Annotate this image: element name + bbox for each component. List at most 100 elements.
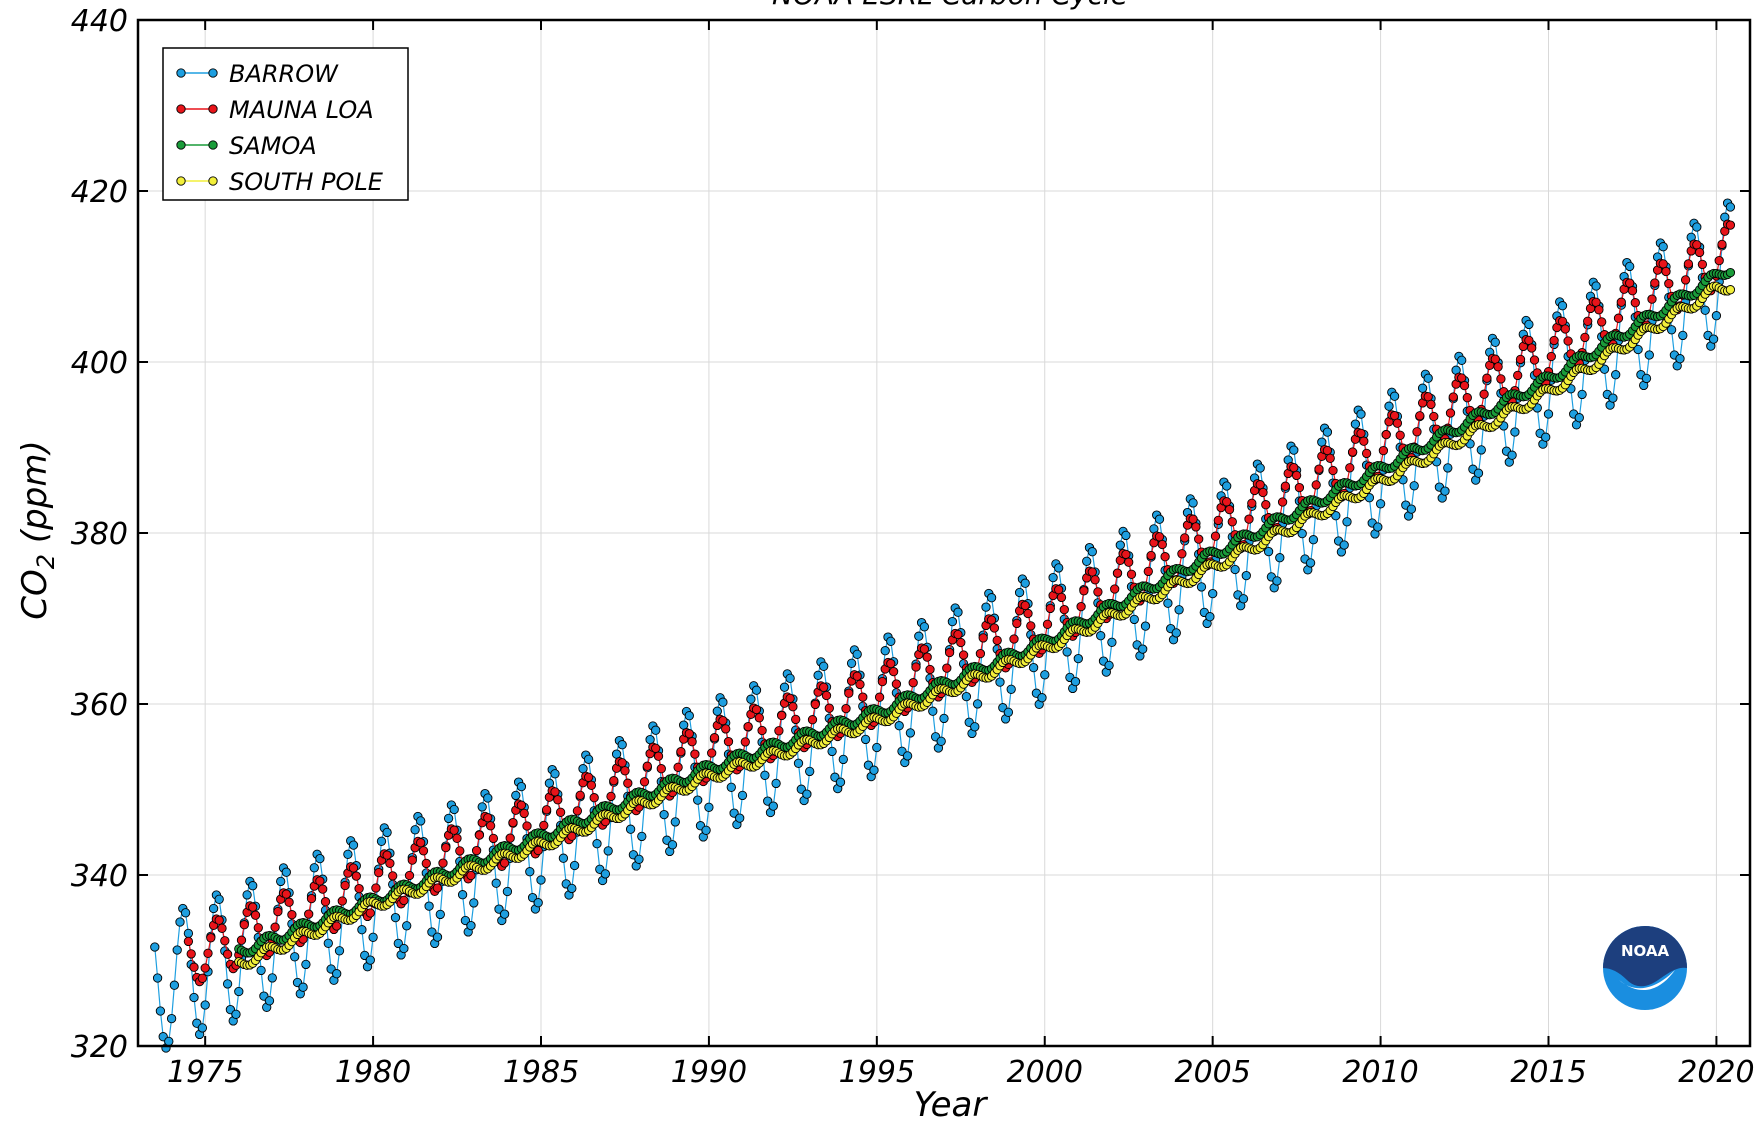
- data-point: [1563, 336, 1573, 346]
- data-point: [989, 623, 1000, 633]
- data-point: [508, 817, 518, 828]
- data-point: [877, 676, 888, 687]
- data-point: [844, 688, 854, 698]
- data-point: [273, 906, 283, 917]
- data-point: [600, 869, 611, 879]
- data-point: [623, 778, 633, 788]
- data-point: [1457, 355, 1467, 365]
- data-point: [1549, 335, 1559, 346]
- data-point: [365, 955, 375, 965]
- data-point: [1079, 586, 1089, 596]
- data-point: [1255, 480, 1265, 490]
- data-point: [947, 616, 958, 627]
- data-point: [421, 858, 431, 869]
- data-point: [1356, 409, 1366, 419]
- data-point: [791, 714, 801, 725]
- legend-label: BARROW: [229, 60, 339, 88]
- data-point: [1661, 266, 1671, 277]
- data-point: [575, 790, 585, 800]
- data-point: [1580, 332, 1590, 343]
- data-point: [281, 889, 291, 899]
- data-point: [368, 932, 378, 942]
- noaa-logo: NOAA: [1603, 926, 1687, 1010]
- data-point: [1577, 389, 1587, 400]
- svg-text:CO2 (ppm): CO2 (ppm): [15, 440, 60, 619]
- data-point: [320, 897, 331, 907]
- data-point: [1683, 259, 1694, 269]
- data-point: [956, 637, 966, 648]
- data-point: [651, 725, 661, 735]
- data-point: [1557, 316, 1568, 327]
- y-axis-title-unit: (ppm): [15, 440, 55, 554]
- data-point: [1277, 497, 1288, 507]
- data-point: [1476, 445, 1486, 455]
- data-point: [1409, 481, 1419, 491]
- data-point: [1473, 468, 1484, 478]
- data-point: [807, 715, 818, 725]
- data-point: [214, 915, 224, 925]
- data-point: [334, 946, 345, 956]
- data-point: [659, 809, 669, 820]
- data-point: [751, 685, 762, 695]
- legend: BARROW MAUNA LOA SAMOA SOUTH POLE: [162, 47, 409, 201]
- data-point: [1020, 600, 1030, 611]
- data-point: [1557, 301, 1568, 311]
- data-point: [203, 948, 213, 958]
- data-point: [1423, 373, 1433, 383]
- data-point: [1311, 480, 1321, 490]
- data-point: [150, 942, 160, 952]
- data-point: [541, 805, 552, 815]
- data-point: [1062, 647, 1072, 657]
- data-point: [1543, 409, 1554, 419]
- data-point: [1361, 448, 1372, 459]
- data-point: [735, 813, 745, 823]
- data-point: [1146, 550, 1156, 561]
- data-point: [1297, 528, 1307, 539]
- data-point: [718, 715, 728, 726]
- data-point: [449, 825, 459, 835]
- data-point: [583, 754, 594, 764]
- data-point: [690, 749, 700, 759]
- data-point: [1507, 450, 1517, 460]
- data-point: [1717, 239, 1727, 250]
- data-point: [953, 607, 963, 617]
- data-point: [788, 702, 798, 712]
- data-point: [1714, 255, 1724, 266]
- data-point: [1490, 354, 1500, 364]
- data-point: [1627, 286, 1638, 296]
- data-point: [1143, 566, 1153, 577]
- data-point: [1115, 540, 1125, 550]
- data-point: [841, 703, 851, 714]
- data-point: [1395, 430, 1405, 440]
- legend-swatch-marker: [208, 140, 218, 150]
- data-point: [1440, 486, 1450, 496]
- data-point: [653, 751, 664, 761]
- data-point: [676, 747, 686, 757]
- data-point: [572, 806, 583, 816]
- data-point: [928, 706, 938, 716]
- data-point: [852, 649, 862, 659]
- data-point: [239, 920, 249, 930]
- data-point: [1280, 481, 1291, 491]
- data-point: [1126, 569, 1137, 579]
- data-point: [208, 903, 219, 914]
- legend-swatch-marker: [176, 176, 186, 186]
- data-point: [533, 845, 543, 856]
- legend-swatch-marker: [208, 176, 218, 186]
- data-point: [1423, 392, 1433, 402]
- data-point: [611, 749, 622, 759]
- data-point: [511, 790, 521, 801]
- data-point: [1345, 463, 1355, 473]
- data-point: [1479, 389, 1489, 399]
- data-point: [1583, 316, 1593, 326]
- data-point: [348, 840, 359, 850]
- x-axis-title: Year: [914, 1085, 989, 1123]
- data-point: [583, 772, 594, 782]
- data-point: [771, 778, 781, 789]
- data-point: [550, 787, 560, 797]
- data-point: [558, 853, 569, 863]
- data-point: [1140, 621, 1151, 631]
- data-point: [838, 754, 848, 765]
- data-point: [183, 936, 194, 947]
